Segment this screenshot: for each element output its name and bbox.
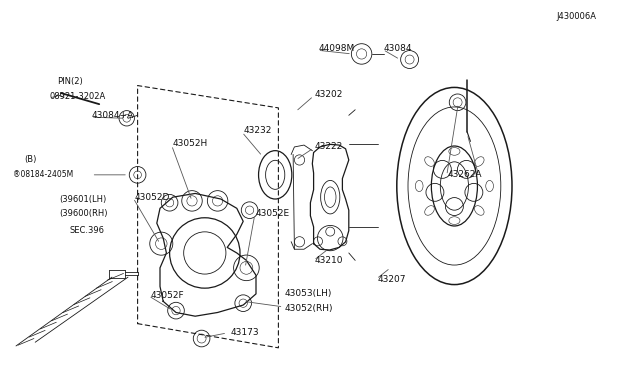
Text: 08921-3202A: 08921-3202A — [50, 92, 106, 101]
Text: 43207: 43207 — [378, 275, 406, 283]
Text: 43052H: 43052H — [173, 139, 208, 148]
Text: 43262A: 43262A — [448, 170, 483, 179]
Text: 43052(RH): 43052(RH) — [285, 304, 333, 313]
Text: (39601(LH): (39601(LH) — [59, 195, 106, 203]
Text: 43053(LH): 43053(LH) — [285, 289, 332, 298]
Text: PIN(2): PIN(2) — [58, 77, 83, 86]
Text: 43052E: 43052E — [256, 209, 290, 218]
Text: 43052F: 43052F — [150, 291, 184, 300]
Text: 43173: 43173 — [230, 328, 259, 337]
Text: ®08184-2405M: ®08184-2405M — [13, 170, 73, 179]
Text: 43202: 43202 — [315, 90, 343, 99]
Text: (B): (B) — [24, 155, 36, 164]
Text: 43084: 43084 — [384, 44, 413, 53]
Text: (39600(RH): (39600(RH) — [59, 209, 108, 218]
Text: J430006A: J430006A — [557, 12, 596, 21]
Text: 43052D: 43052D — [134, 193, 170, 202]
Text: 43232: 43232 — [243, 126, 271, 135]
Text: 43222: 43222 — [315, 142, 343, 151]
Text: 43210: 43210 — [315, 256, 344, 265]
Text: 43084+A: 43084+A — [92, 111, 134, 120]
Text: 44098M: 44098M — [319, 44, 355, 53]
Text: SEC.396: SEC.396 — [69, 226, 104, 235]
